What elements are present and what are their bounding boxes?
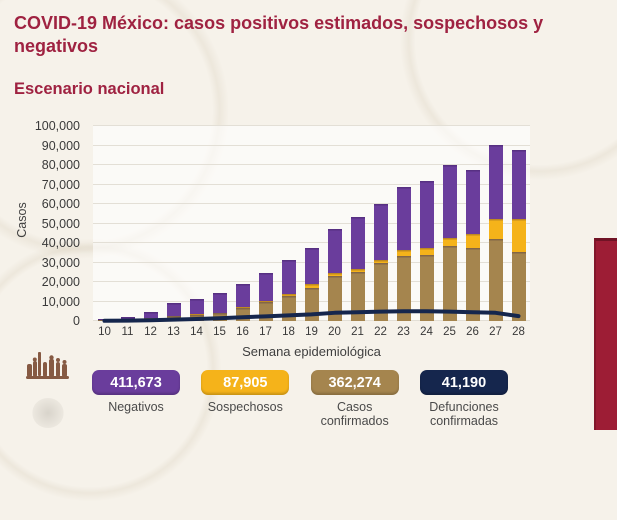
plot-area: [93, 126, 530, 321]
x-tick-label: 15: [208, 326, 231, 338]
badge-negativos-value: 411,673: [92, 370, 180, 395]
x-tick-label: 25: [438, 326, 461, 338]
chart-subtitle: Escenario nacional: [14, 80, 164, 99]
x-tick-label: 26: [461, 326, 484, 338]
badge-sospechosos: 87,905 Sospechosos: [199, 370, 291, 429]
x-tick-label: 12: [139, 326, 162, 338]
badge-negativos-label: Negativos: [108, 400, 164, 414]
x-tick-label: 13: [162, 326, 185, 338]
x-tick-label: 23: [392, 326, 415, 338]
y-tick-label: 100,000: [35, 119, 80, 133]
badge-negativos: 411,673 Negativos: [90, 370, 182, 429]
x-tick-label: 16: [231, 326, 254, 338]
badge-sospechosos-value: 87,905: [201, 370, 289, 395]
badge-confirmados-value: 362,274: [311, 370, 399, 395]
x-tick-label: 22: [369, 326, 392, 338]
y-tick-label: 20,000: [42, 275, 80, 289]
x-tick-label: 27: [484, 326, 507, 338]
defunciones-line: [93, 126, 530, 321]
x-tick-label: 18: [277, 326, 300, 338]
heroes-monument-image: [24, 350, 72, 382]
x-tick-label: 20: [323, 326, 346, 338]
badge-sospechosos-label: Sospechosos: [208, 400, 283, 414]
y-tick-label: 70,000: [42, 178, 80, 192]
page-title: COVID-19 México: casos positivos estimad…: [14, 12, 609, 58]
y-tick-label: 0: [73, 314, 80, 328]
y-tick-label: 80,000: [42, 158, 80, 172]
badge-confirmados-label: Casos confirmados: [309, 400, 401, 429]
decorative-red-bar: [594, 238, 617, 430]
x-tick-label: 17: [254, 326, 277, 338]
seal-watermark: [32, 398, 64, 428]
badge-defunciones: 41,190 Defunciones confirmadas: [418, 370, 510, 429]
summary-badges-row: 411,673 Negativos 87,905 Sospechosos 362…: [90, 370, 510, 429]
x-tick-label: 19: [300, 326, 323, 338]
y-tick-label: 60,000: [42, 197, 80, 211]
x-tick-label: 10: [93, 326, 116, 338]
x-axis-title: Semana epidemiológica: [93, 344, 530, 359]
x-tick-label: 14: [185, 326, 208, 338]
y-tick-label: 10,000: [42, 295, 80, 309]
y-tick-label: 50,000: [42, 217, 80, 231]
x-tick-label: 11: [116, 326, 139, 338]
badge-defunciones-value: 41,190: [420, 370, 508, 395]
y-tick-label: 30,000: [42, 256, 80, 270]
y-tick-label: 40,000: [42, 236, 80, 250]
x-tick-label: 28: [507, 326, 530, 338]
badge-confirmados: 362,274 Casos confirmados: [309, 370, 401, 429]
x-tick-label: 24: [415, 326, 438, 338]
badge-defunciones-label: Defunciones confirmadas: [418, 400, 510, 429]
y-tick-label: 90,000: [42, 139, 80, 153]
x-tick-label: 21: [346, 326, 369, 338]
